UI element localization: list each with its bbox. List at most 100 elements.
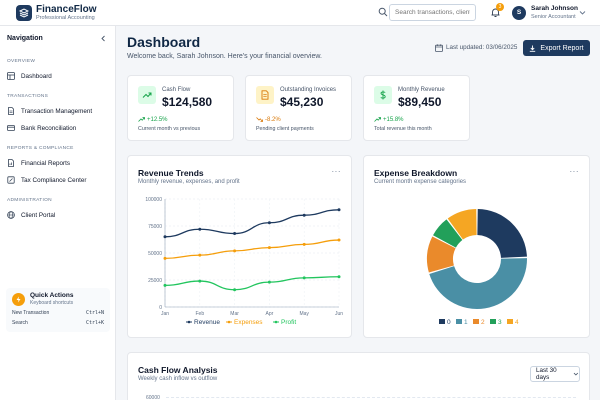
sidebar-item-bank-reconciliation[interactable]: Bank Reconciliation [7,122,76,134]
more-options-icon[interactable]: ··· [331,167,341,176]
stat-change: -8.2% [256,116,281,123]
stat-change-value: +15.8% [383,116,404,123]
lightning-icon [12,293,25,306]
document-icon [8,107,14,115]
data-point[interactable] [337,275,341,279]
pie-slice-3[interactable] [433,219,463,248]
gridline [166,397,576,398]
arrow-up-right-icon [374,117,381,122]
stat-card-outstanding-invoices[interactable]: Outstanding Invoices $45,230 -8.2% Pendi… [245,75,352,141]
y-tick-label: 50000 [148,251,162,257]
chevron-down-icon[interactable] [579,9,586,16]
data-point[interactable] [337,208,341,212]
sidebar-item-label: Financial Reports [21,159,70,167]
trending-up-icon [138,86,156,104]
data-point[interactable] [233,288,237,292]
arrow-down-right-icon [256,117,263,122]
dollar-icon [374,86,392,104]
data-point[interactable] [302,276,306,280]
revenue-line-chart: 0 25000 50000 75000 100000 Jan Feb Mar Apr May Jun… [145,197,343,326]
chevron-left-icon[interactable] [100,35,107,42]
user-role: Senior Accountant [531,14,576,20]
pie-slice-2[interactable] [427,236,456,273]
series-line-expenses [164,239,340,260]
shortcut-label: New Transaction [12,310,50,316]
expense-donut-chart: 0 1 2 3 4 [427,209,527,326]
shortcut-new-transaction[interactable]: New Transaction Ctrl+N [12,310,104,316]
notification-badge: 3 [496,3,504,11]
stat-card-cash-flow[interactable]: Cash Flow $124,580 +12.5% Current month … [127,75,234,141]
search-input[interactable] [389,4,476,21]
logo-icon [19,8,29,18]
shortcut-label: Search [12,320,28,326]
stat-description: Total revenue this month [374,126,432,132]
sidebar-title: Navigation [7,35,43,42]
export-report-button[interactable]: Export Report [523,40,590,56]
pie-slice-1[interactable] [429,258,527,309]
y-tick-label: 25000 [148,278,162,284]
stat-change: +12.5% [138,116,168,123]
legend-swatch [490,319,496,324]
data-point[interactable] [233,249,237,253]
data-point[interactable] [198,279,202,283]
export-label: Export Report [540,44,584,52]
pie-slice-0[interactable] [477,209,527,258]
tax-icon [7,176,15,184]
data-point[interactable] [267,246,271,250]
x-tick-label: May [299,311,309,317]
stat-change-value: +12.5% [147,116,168,123]
stat-description: Current month vs previous [138,126,201,132]
globe-icon [7,211,15,219]
period-select[interactable]: Last 30 days [530,366,580,382]
data-point[interactable] [163,256,167,260]
avatar[interactable]: S [512,6,526,20]
section-label-administration: ADMINISTRATION [7,198,52,203]
data-point[interactable] [198,227,202,231]
legend-label: Revenue [194,319,220,326]
sidebar-item-label: Dashboard [21,72,52,80]
calendar-icon [435,44,443,52]
sidebar-item-client-portal[interactable]: Client Portal [7,209,55,221]
stat-label: Outstanding Invoices [280,87,337,93]
series-line-profit [164,276,340,291]
x-tick-label: Jan [161,311,169,317]
card-title: Cash Flow Analysis [138,365,218,375]
data-point[interactable] [163,235,167,239]
data-point[interactable] [198,253,202,257]
logo[interactable] [16,5,32,21]
pie-slice-4[interactable] [447,209,477,240]
data-point[interactable] [337,238,341,242]
stat-card-monthly-revenue[interactable]: Monthly Revenue $89,450 +15.8% Total rev… [363,75,470,141]
legend-label: Profit [281,319,296,326]
y-tick-label: 75000 [148,224,162,230]
chevron-down-icon [573,372,579,376]
legend-swatch [439,319,445,324]
brand-name: FinanceFlow [36,4,97,15]
data-point[interactable] [302,242,306,246]
legend-swatch [456,319,462,324]
sidebar-item-tax-compliance[interactable]: Tax Compliance Center [7,174,86,186]
data-point[interactable] [267,280,271,284]
more-options-icon[interactable]: ··· [569,167,579,176]
sidebar-item-dashboard[interactable]: Dashboard [7,70,52,82]
data-point[interactable] [267,221,271,225]
legend-marker [187,320,191,324]
sidebar-item-financial-reports[interactable]: Financial Reports [7,157,70,169]
data-point[interactable] [302,213,306,217]
sidebar-item-label: Tax Compliance Center [21,176,87,184]
data-point[interactable] [163,283,167,287]
data-point[interactable] [233,232,237,236]
report-icon [8,159,14,167]
stat-change-value: -8.2% [265,116,281,123]
x-tick-label: Apr [266,311,274,317]
shortcut-search[interactable]: Search Ctrl+K [12,320,104,326]
sidebar-item-transaction-management[interactable]: Transaction Management [7,105,92,117]
dashboard-icon [7,72,15,80]
invoice-icon [256,86,274,104]
stat-description: Pending client payments [256,126,314,132]
x-tick-label: Jun [335,311,343,317]
sidebar: Navigation OVERVIEW Dashboard TRANSACTIO… [0,26,116,400]
legend-label: 2 [481,319,485,326]
legend-label: Expenses [234,319,263,326]
x-tick-label: Mar [230,311,239,317]
